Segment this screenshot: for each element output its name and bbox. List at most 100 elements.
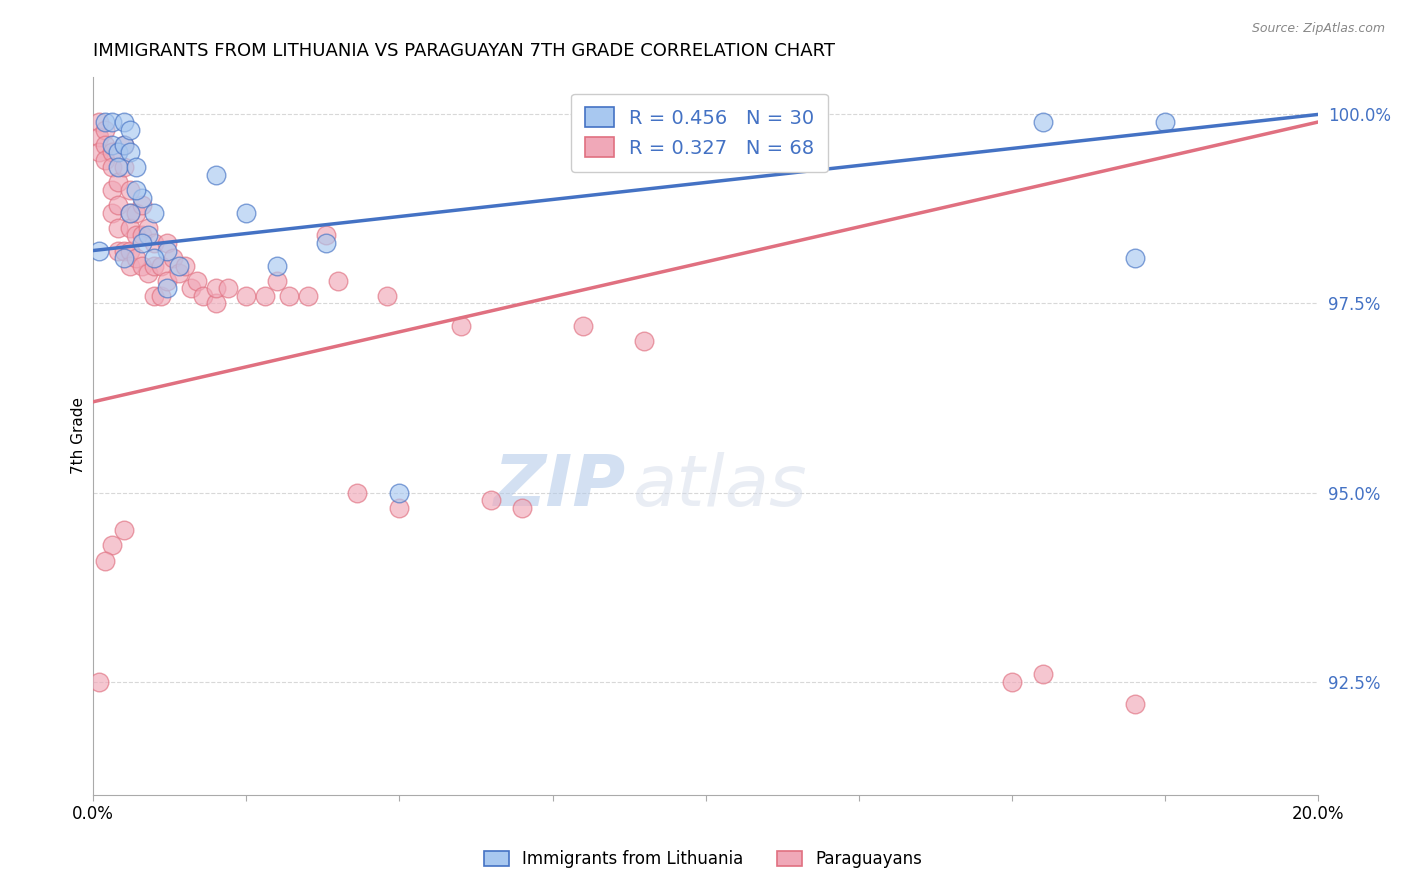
- Point: [136, 228, 159, 243]
- Point: [112, 251, 135, 265]
- Point: [94, 122, 117, 136]
- Point: [89, 130, 111, 145]
- Point: [107, 244, 129, 258]
- Point: [131, 191, 153, 205]
- Point: [143, 235, 166, 250]
- Point: [235, 205, 257, 219]
- Point: [112, 244, 135, 258]
- Point: [94, 553, 117, 567]
- Point: [100, 161, 122, 175]
- Point: [156, 281, 179, 295]
- Point: [346, 485, 368, 500]
- Point: [450, 319, 472, 334]
- Point: [156, 274, 179, 288]
- Point: [125, 161, 148, 175]
- Point: [375, 289, 398, 303]
- Point: [388, 500, 411, 515]
- Point: [89, 674, 111, 689]
- Point: [125, 205, 148, 219]
- Point: [315, 228, 337, 243]
- Point: [278, 289, 301, 303]
- Point: [143, 205, 166, 219]
- Point: [253, 289, 276, 303]
- Point: [174, 259, 197, 273]
- Point: [118, 183, 141, 197]
- Point: [118, 220, 141, 235]
- Point: [149, 289, 172, 303]
- Point: [131, 228, 153, 243]
- Point: [315, 235, 337, 250]
- Point: [1032, 115, 1054, 129]
- Point: [217, 281, 239, 295]
- Point: [136, 220, 159, 235]
- Point: [112, 161, 135, 175]
- Point: [100, 145, 122, 160]
- Point: [94, 137, 117, 152]
- Text: ZIP: ZIP: [494, 451, 626, 521]
- Y-axis label: 7th Grade: 7th Grade: [72, 397, 86, 475]
- Point: [149, 259, 172, 273]
- Point: [266, 259, 288, 273]
- Point: [1154, 115, 1177, 129]
- Point: [89, 115, 111, 129]
- Point: [479, 493, 502, 508]
- Point: [100, 137, 122, 152]
- Point: [136, 266, 159, 280]
- Point: [112, 137, 135, 152]
- Point: [89, 244, 111, 258]
- Point: [266, 274, 288, 288]
- Point: [1123, 251, 1146, 265]
- Point: [100, 539, 122, 553]
- Point: [162, 251, 184, 265]
- Point: [131, 259, 153, 273]
- Point: [112, 524, 135, 538]
- Point: [186, 274, 208, 288]
- Point: [118, 145, 141, 160]
- Point: [1123, 698, 1146, 712]
- Point: [118, 205, 141, 219]
- Point: [118, 259, 141, 273]
- Point: [100, 115, 122, 129]
- Legend: R = 0.456   N = 30, R = 0.327   N = 68: R = 0.456 N = 30, R = 0.327 N = 68: [571, 94, 828, 171]
- Point: [125, 228, 148, 243]
- Point: [633, 334, 655, 349]
- Point: [235, 289, 257, 303]
- Point: [297, 289, 319, 303]
- Text: Source: ZipAtlas.com: Source: ZipAtlas.com: [1251, 22, 1385, 36]
- Point: [143, 251, 166, 265]
- Point: [143, 289, 166, 303]
- Point: [107, 198, 129, 212]
- Point: [118, 205, 141, 219]
- Point: [388, 485, 411, 500]
- Point: [100, 183, 122, 197]
- Point: [328, 274, 350, 288]
- Point: [204, 281, 226, 295]
- Text: atlas: atlas: [633, 451, 807, 521]
- Point: [143, 259, 166, 273]
- Point: [107, 220, 129, 235]
- Point: [94, 153, 117, 167]
- Point: [1032, 667, 1054, 681]
- Legend: Immigrants from Lithuania, Paraguayans: Immigrants from Lithuania, Paraguayans: [477, 844, 929, 875]
- Point: [112, 115, 135, 129]
- Point: [100, 205, 122, 219]
- Point: [131, 235, 153, 250]
- Point: [1001, 674, 1024, 689]
- Point: [167, 259, 190, 273]
- Point: [118, 244, 141, 258]
- Point: [156, 244, 179, 258]
- Point: [204, 296, 226, 310]
- Point: [193, 289, 215, 303]
- Point: [107, 176, 129, 190]
- Point: [156, 235, 179, 250]
- Point: [125, 183, 148, 197]
- Point: [572, 319, 595, 334]
- Point: [131, 198, 153, 212]
- Point: [107, 161, 129, 175]
- Point: [118, 122, 141, 136]
- Point: [125, 251, 148, 265]
- Point: [112, 137, 135, 152]
- Point: [180, 281, 202, 295]
- Point: [204, 168, 226, 182]
- Point: [89, 145, 111, 160]
